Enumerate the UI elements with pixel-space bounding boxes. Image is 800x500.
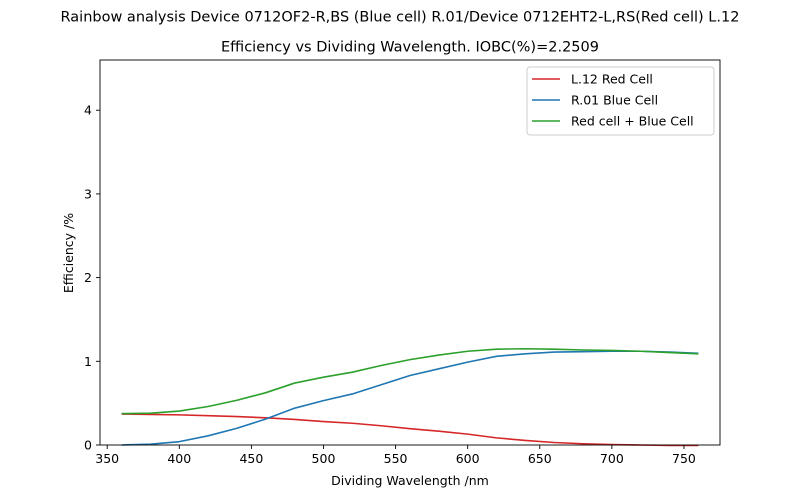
x-tick-label: 650 bbox=[528, 451, 552, 466]
legend: L.12 Red Cell R.01 Blue Cell Red cell + Bl… bbox=[526, 66, 715, 136]
series-line-1 bbox=[121, 413, 699, 447]
x-tick-label: 500 bbox=[312, 451, 336, 466]
x-tick-label: 750 bbox=[672, 451, 696, 466]
y-axis-label: Efficiency /% bbox=[61, 213, 76, 293]
y-tick-label: 2 bbox=[84, 270, 92, 285]
chart-title: Efficiency vs Dividing Wavelength. IOBC(… bbox=[221, 40, 599, 56]
series-line-2 bbox=[121, 350, 699, 446]
x-tick-label: 350 bbox=[95, 451, 119, 466]
legend-label-1: L.12 Red Cell bbox=[571, 72, 653, 87]
chart-suptitle: Rainbow analysis Device 0712OF2-R,BS (Bl… bbox=[61, 10, 740, 26]
series-layer bbox=[121, 347, 699, 447]
y-tick-label: 0 bbox=[84, 438, 92, 453]
x-tick-label: 400 bbox=[167, 451, 191, 466]
legend-box bbox=[526, 66, 715, 136]
legend-label-3: Red cell + Blue Cell bbox=[571, 114, 694, 129]
x-tick-label: 450 bbox=[239, 451, 263, 466]
y-tick-label: 1 bbox=[84, 354, 92, 369]
axes-layer: 350 400 450 500 550 600 650 700 750 0 1 2 3 4 bbox=[84, 59, 721, 466]
y-tick-label: 3 bbox=[84, 186, 92, 201]
legend-label-2: R.01 Blue Cell bbox=[571, 93, 658, 108]
x-tick-label: 550 bbox=[384, 451, 408, 466]
axes-frame bbox=[99, 59, 721, 446]
x-tick-label: 700 bbox=[600, 451, 624, 466]
x-axis-label: Dividing Wavelength /nm bbox=[331, 473, 489, 488]
y-tick-label: 4 bbox=[84, 103, 92, 118]
series-line-3 bbox=[121, 347, 699, 415]
x-tick-label: 600 bbox=[456, 451, 480, 466]
